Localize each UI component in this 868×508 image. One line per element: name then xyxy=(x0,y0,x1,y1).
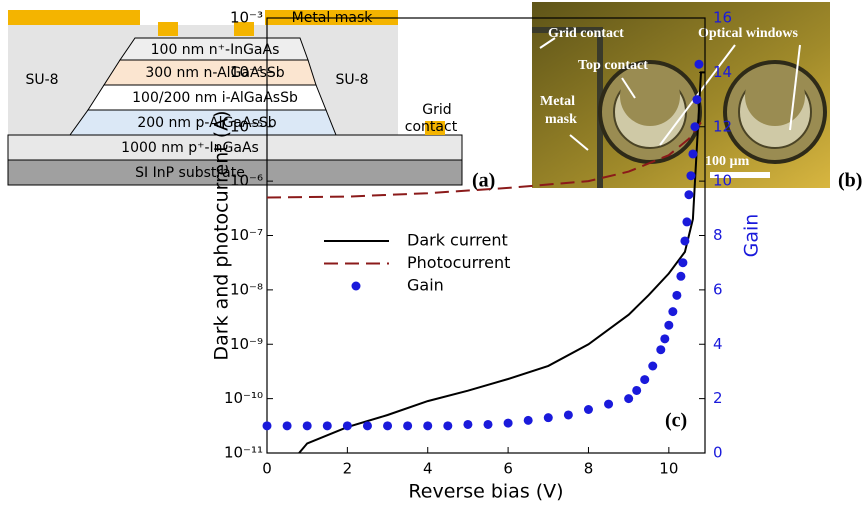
gain-point xyxy=(443,421,452,430)
x-tick-label: 2 xyxy=(343,460,353,478)
gain-point xyxy=(463,420,472,429)
y-tick-label: 10⁻⁴ xyxy=(230,63,263,81)
x-tick-label: 8 xyxy=(584,460,594,478)
x-axis-label: Reverse bias (V) xyxy=(408,481,563,503)
device-diagram: Metal mask 100 nm n⁺-InGaAs 300 nm n-AlG… xyxy=(8,10,495,192)
label: contact xyxy=(405,119,458,135)
y-tick-label: 10⁻⁸ xyxy=(230,280,263,298)
panel-label: (c) xyxy=(665,410,687,432)
gain-point xyxy=(303,421,312,430)
label: mask xyxy=(545,112,577,127)
layer-label: 100/200 nm i-AlGaAsSb xyxy=(132,90,298,106)
metal-mask xyxy=(8,10,140,25)
gain-point xyxy=(686,171,695,180)
gain-point xyxy=(544,413,553,422)
gain-point xyxy=(660,334,669,343)
label: SU-8 xyxy=(25,72,58,88)
layer-label: 1000 nm p⁺-InGaAs xyxy=(121,140,259,156)
label: Top contact xyxy=(578,58,648,73)
x-tick-label: 4 xyxy=(423,460,433,478)
y-tick-label: 10⁻¹¹ xyxy=(224,444,263,462)
gain-point xyxy=(604,400,613,409)
gain-point xyxy=(484,420,493,429)
gain-point xyxy=(343,421,352,430)
legend-label: Dark current xyxy=(407,231,508,250)
legend-label: Photocurrent xyxy=(407,253,510,272)
y2-tick-label: 2 xyxy=(713,389,723,407)
gain-point xyxy=(584,405,593,414)
label: SU-8 xyxy=(335,72,368,88)
y2-tick-label: 6 xyxy=(713,280,723,298)
y2-tick-label: 4 xyxy=(713,335,723,353)
y-tick-label: 10⁻⁷ xyxy=(230,226,263,244)
figure: Metal mask 100 nm n⁺-InGaAs 300 nm n-AlG… xyxy=(0,0,868,508)
top-contact xyxy=(158,22,178,36)
y-tick-label: 10⁻³ xyxy=(230,9,263,27)
legend-marker xyxy=(352,282,361,291)
x-tick-label: 0 xyxy=(262,460,272,478)
label: 100 µm xyxy=(705,154,750,169)
gain-point xyxy=(524,416,533,425)
gain-point xyxy=(263,421,272,430)
gain-point xyxy=(678,258,687,267)
gain-point xyxy=(680,236,689,245)
y-tick-label: 10⁻⁵ xyxy=(230,117,263,135)
x-tick-label: 6 xyxy=(503,460,513,478)
gain-point xyxy=(624,394,633,403)
gain-point xyxy=(323,421,332,430)
y2-axis-label: Gain xyxy=(741,214,763,258)
label: Grid contact xyxy=(548,26,624,41)
gain-point xyxy=(632,386,641,395)
y2-tick-label: 10 xyxy=(713,172,732,190)
gain-point xyxy=(564,410,573,419)
label: Metal xyxy=(540,94,575,109)
gain-point xyxy=(676,272,685,281)
gain-point xyxy=(648,362,657,371)
label: Grid xyxy=(422,102,451,118)
y-tick-label: 10⁻⁶ xyxy=(230,172,263,190)
gain-point xyxy=(383,421,392,430)
panel-label: (a) xyxy=(472,170,495,192)
gain-point xyxy=(684,190,693,199)
y2-tick-label: 16 xyxy=(713,9,732,27)
label: Optical windows xyxy=(698,26,799,41)
y2-tick-label: 12 xyxy=(713,117,732,135)
gain-point xyxy=(688,149,697,158)
x-tick-label: 10 xyxy=(659,460,678,478)
layer-label: 300 nm n-AlGaAsSb xyxy=(145,65,284,81)
gain-point xyxy=(656,345,665,354)
panel-label: (b) xyxy=(838,170,862,192)
y2-tick-label: 0 xyxy=(713,444,723,462)
y2-tick-label: 8 xyxy=(713,226,723,244)
gain-point xyxy=(363,421,372,430)
y2-tick-label: 14 xyxy=(713,63,732,81)
gain-point xyxy=(682,217,691,226)
y-tick-label: 10⁻⁹ xyxy=(230,335,263,353)
gain-point xyxy=(403,421,412,430)
gain-point xyxy=(668,307,677,316)
gain-point xyxy=(694,60,703,69)
gain-point xyxy=(690,122,699,131)
gain-point xyxy=(664,321,673,330)
gain-point xyxy=(423,421,432,430)
gain-point xyxy=(672,291,681,300)
y-tick-label: 10⁻¹⁰ xyxy=(224,389,263,407)
gain-point xyxy=(692,95,701,104)
gain-point xyxy=(504,419,513,428)
gain-point xyxy=(640,375,649,384)
top-contact xyxy=(620,66,680,126)
y-axis-label: Dark and photocurrent (A) xyxy=(211,110,233,360)
layer-label: 100 nm n⁺-InGaAs xyxy=(151,42,280,58)
legend-label: Gain xyxy=(407,276,444,295)
gain-point xyxy=(283,421,292,430)
